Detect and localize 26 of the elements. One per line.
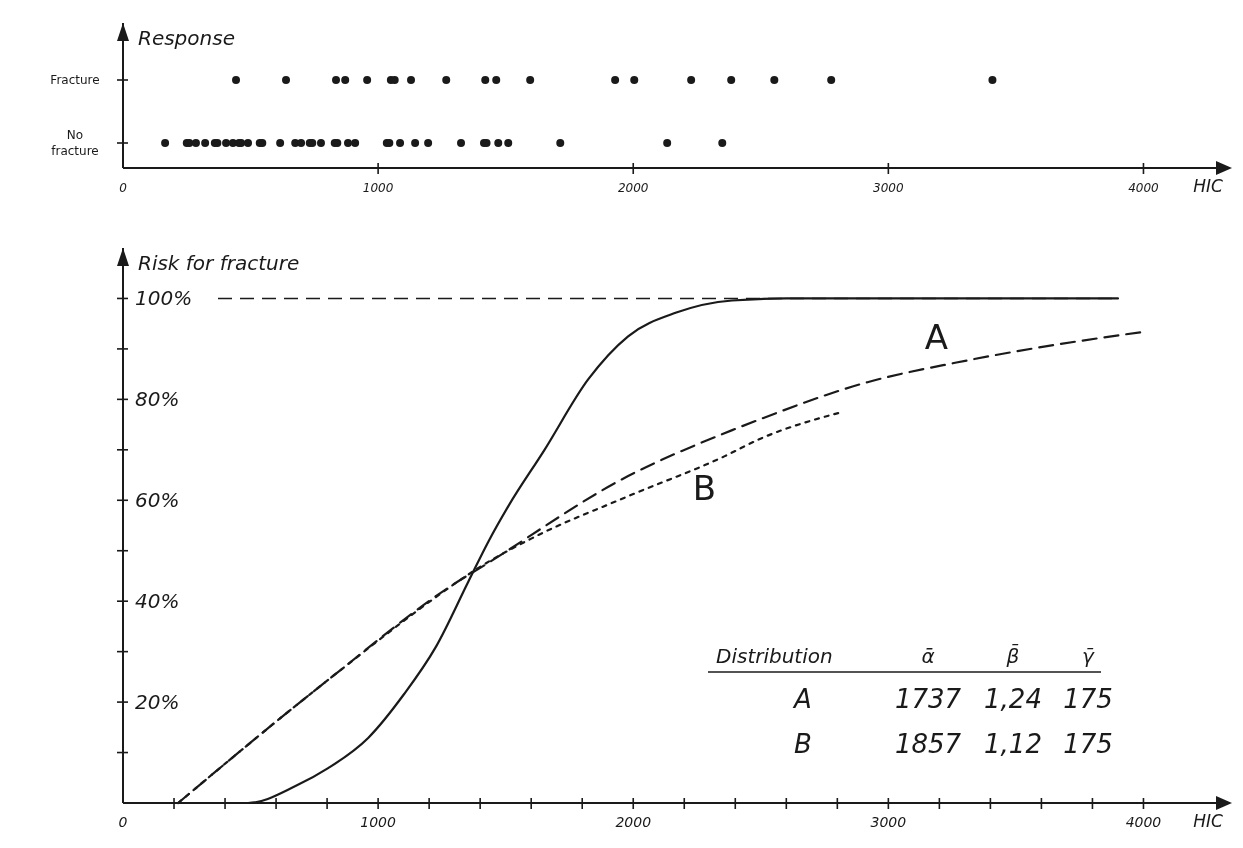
x-axis-title: HIC [1193, 176, 1223, 196]
x-tick-label: 3000 [870, 814, 907, 830]
y-tick-label: 60% [135, 488, 180, 513]
series-label: A [924, 316, 949, 357]
y-tick-label: 40% [135, 589, 180, 614]
y-tick-label: 20% [135, 690, 180, 715]
x-tick-label: 3000 [873, 181, 904, 195]
x-tick-label: 2000 [617, 181, 649, 195]
x-tick-label: 0 [119, 181, 128, 195]
x-tick-label: 1000 [360, 814, 397, 830]
x-tick-label: 4000 [1125, 814, 1162, 830]
y-tick-label: 100% [135, 286, 193, 311]
series-label: B [692, 468, 716, 509]
x-tick-label: 2000 [615, 814, 652, 830]
text: A 1737 1,24 175 [794, 684, 1113, 714]
y-tick-label: 80% [135, 387, 180, 412]
x-axis-title: HIC [1193, 811, 1223, 831]
x-tick-label: 0 [118, 814, 128, 830]
text: B 1857 1,12 175 [794, 729, 1113, 759]
y-axis-title: Response [138, 26, 235, 50]
x-tick-label: 4000 [1128, 181, 1160, 195]
x-tick-label: 1000 [362, 181, 394, 195]
y-axis-title: Risk for fracture [138, 251, 300, 275]
text: Distribution ᾱ β̄ γ̄ [716, 644, 1094, 668]
y-tick-label: No fracture [51, 128, 99, 158]
y-tick-label: Fracture [50, 73, 100, 87]
